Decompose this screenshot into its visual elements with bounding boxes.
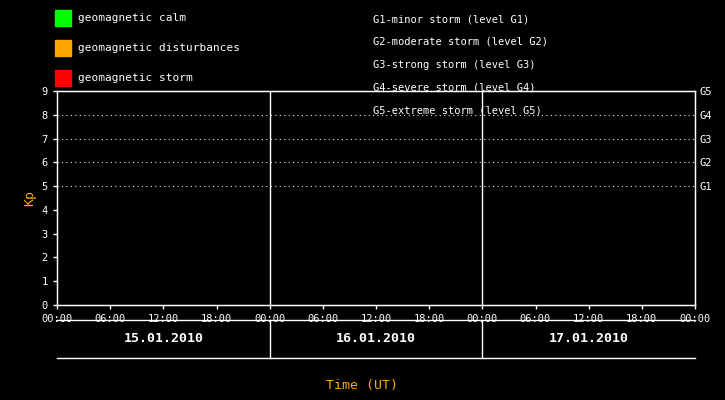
Text: Time (UT): Time (UT) — [326, 379, 399, 392]
Text: G3-strong storm (level G3): G3-strong storm (level G3) — [373, 60, 536, 70]
Text: 16.01.2010: 16.01.2010 — [336, 332, 416, 346]
Text: 17.01.2010: 17.01.2010 — [549, 332, 629, 346]
Text: G2-moderate storm (level G2): G2-moderate storm (level G2) — [373, 37, 548, 47]
Text: G4-severe storm (level G4): G4-severe storm (level G4) — [373, 82, 536, 92]
Text: G1-minor storm (level G1): G1-minor storm (level G1) — [373, 14, 530, 24]
Y-axis label: Kp: Kp — [23, 190, 36, 206]
Text: geomagnetic calm: geomagnetic calm — [78, 13, 186, 23]
Text: geomagnetic storm: geomagnetic storm — [78, 73, 193, 83]
Text: 15.01.2010: 15.01.2010 — [123, 332, 203, 346]
Text: G5-extreme storm (level G5): G5-extreme storm (level G5) — [373, 105, 542, 115]
Text: geomagnetic disturbances: geomagnetic disturbances — [78, 43, 240, 53]
